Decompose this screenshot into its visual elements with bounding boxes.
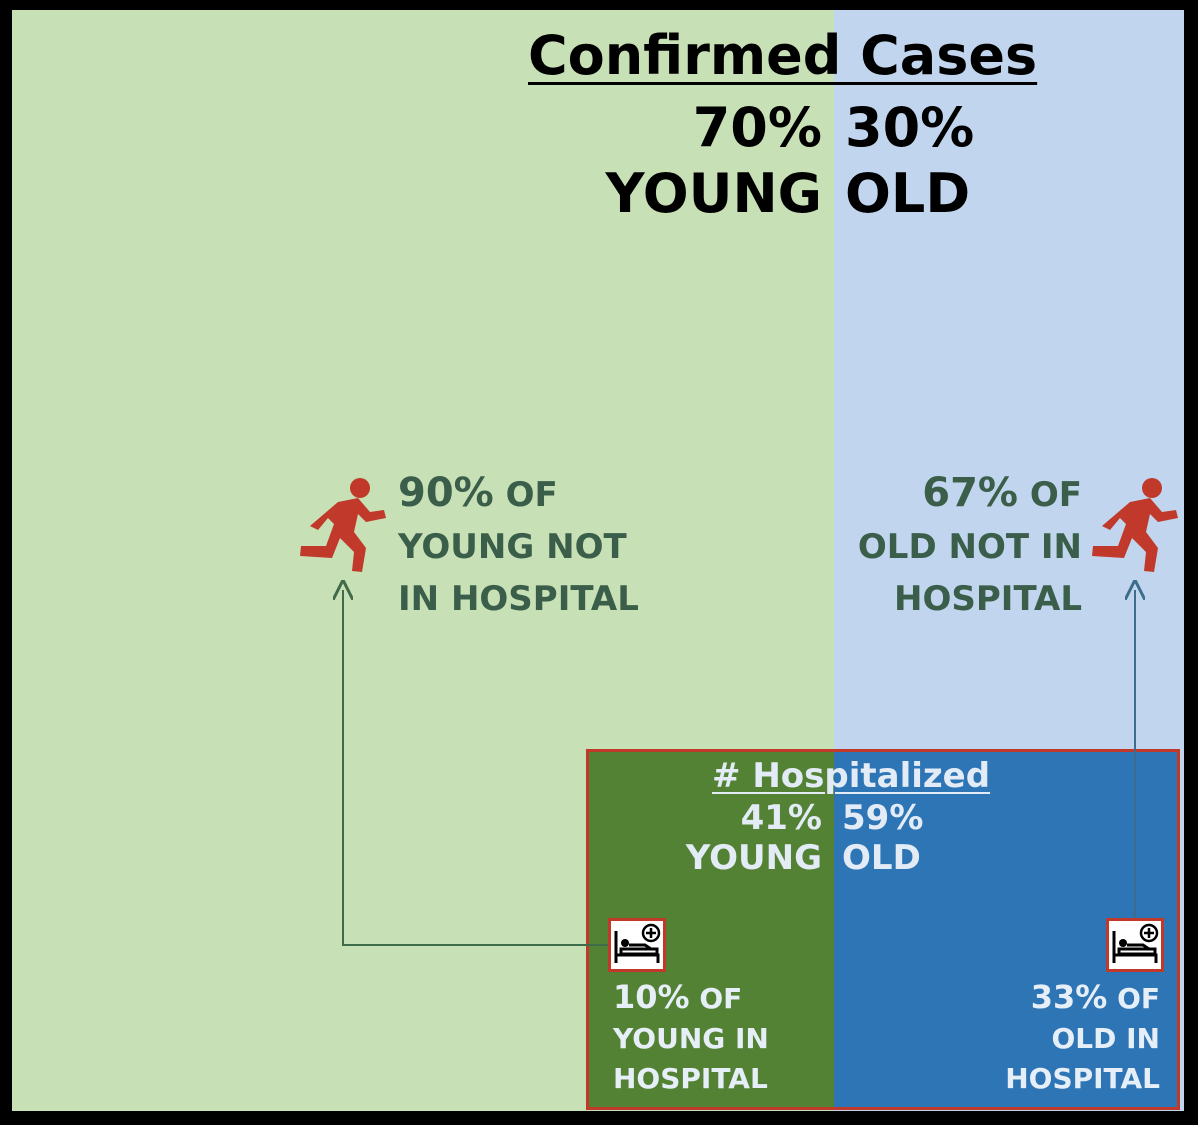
old-in-hospital-text: 33% OF OLD IN HOSPITAL [1005, 977, 1160, 1099]
confirmed-old-label: OLD [845, 162, 971, 225]
young-in-hospital-of: OF [699, 982, 743, 1015]
young-in-hospital-line2: YOUNG IN [613, 1022, 769, 1055]
hospital-bed-icon [608, 918, 666, 972]
old-not-in-hospital-of: OF [1029, 475, 1082, 515]
young-in-hospital-text: 10% OF YOUNG IN HOSPITAL [613, 977, 769, 1099]
old-in-hospital-line2: OLD IN [1051, 1022, 1161, 1055]
young-not-in-hospital-text: 90% OF YOUNG NOT IN HOSPITAL [398, 467, 639, 625]
hospitalized-old-label: OLD [842, 838, 921, 878]
old-in-hospital-pct: 33% [1030, 978, 1108, 1016]
old-not-in-hospital-text: 67% OF OLD NOT IN HOSPITAL [858, 467, 1082, 625]
young-not-in-hospital-pct: 90% [398, 470, 494, 516]
young-not-in-hospital-line2: YOUNG NOT [398, 527, 627, 567]
old-not-in-hospital-line3: HOSPITAL [894, 579, 1082, 619]
confirmed-young-label: YOUNG [605, 162, 822, 225]
hospitalized-young-pct: 41% [740, 798, 822, 838]
hospitalized-title: # Hospitalized [712, 756, 991, 796]
confirmed-young-pct: 70% [692, 96, 822, 159]
old-not-in-hospital-pct: 67% [922, 470, 1019, 516]
hospitalized-box [586, 749, 1180, 1110]
old-not-in-hospital-line2: OLD NOT IN [857, 527, 1082, 567]
young-in-hospital-pct: 10% [613, 978, 690, 1016]
confirmed-old-pct: 30% [845, 96, 975, 159]
old-in-hospital-of: OF [1117, 982, 1160, 1015]
hospital-bed-icon [1106, 918, 1164, 972]
running-person-icon [1092, 478, 1178, 572]
young-arrow [343, 590, 608, 946]
hospitalized-young-label: YOUNG [685, 838, 822, 878]
young-in-hospital-line3: HOSPITAL [613, 1062, 768, 1095]
old-in-hospital-line3: HOSPITAL [1005, 1062, 1160, 1095]
confirmed-cases-title: Confirmed Cases [528, 24, 1038, 87]
young-not-in-hospital-line3: IN HOSPITAL [398, 579, 639, 619]
hospitalized-old-pct: 59% [842, 798, 924, 838]
young-not-in-hospital-of: OF [505, 475, 558, 515]
running-person-icon [300, 478, 386, 572]
